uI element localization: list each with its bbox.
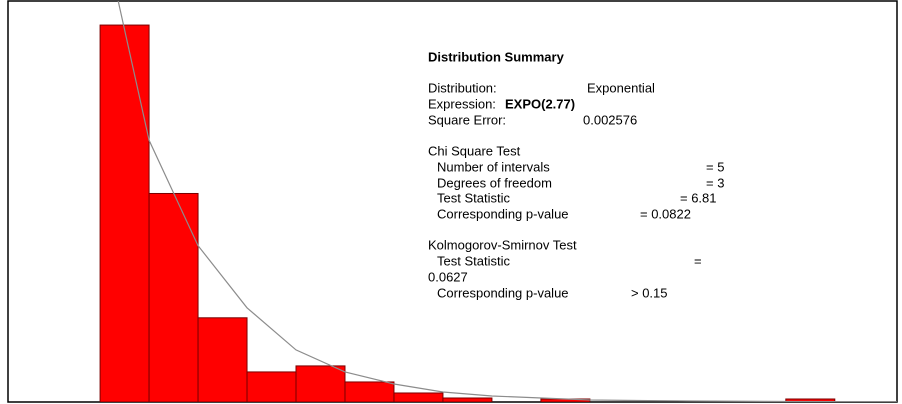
label: Corresponding p-value	[437, 285, 569, 300]
label: Degrees of freedom	[437, 175, 552, 190]
value: 0.0627	[428, 269, 468, 284]
value: = 6.81	[680, 190, 717, 205]
bar	[246, 371, 297, 402]
value: Exponential	[587, 80, 655, 95]
label: Number of intervals	[437, 159, 550, 174]
summary-title: Distribution Summary	[428, 49, 565, 64]
bar	[393, 392, 444, 402]
bar	[295, 365, 346, 402]
bar	[197, 317, 248, 402]
label: Distribution:	[428, 80, 497, 95]
section-title: Kolmogorov-Smirnov Test	[428, 237, 577, 252]
bar	[99, 24, 150, 402]
value: > 0.15	[631, 285, 668, 300]
fitted-curve	[117, 1, 897, 402]
label: Corresponding p-value	[437, 206, 569, 221]
label: Expression:	[428, 96, 496, 111]
value: EXPO(2.77)	[505, 96, 575, 111]
label: Test Statistic	[437, 190, 510, 205]
value: = 5	[706, 159, 724, 174]
bar	[344, 381, 395, 402]
label: Square Error:	[428, 112, 506, 127]
value: = 0.0822	[640, 206, 691, 221]
section-title: Chi Square Test	[428, 143, 521, 158]
value: =	[694, 253, 702, 268]
bar	[442, 397, 493, 402]
bar	[148, 192, 199, 402]
value: = 3	[706, 175, 724, 190]
label: Test Statistic	[437, 253, 510, 268]
value: 0.002576	[583, 112, 637, 127]
